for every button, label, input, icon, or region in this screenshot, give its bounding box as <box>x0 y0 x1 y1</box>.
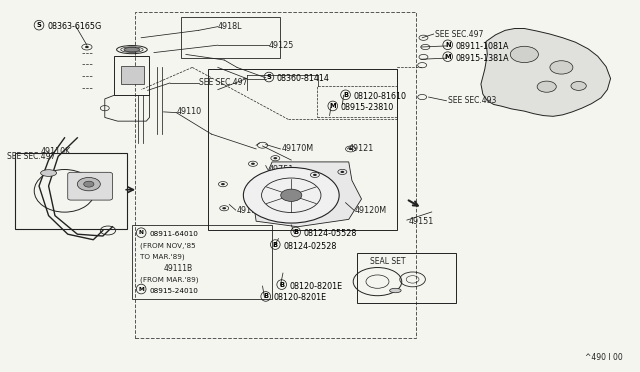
Text: B: B <box>343 92 348 98</box>
Text: 49110K: 49110K <box>40 147 70 156</box>
Text: 08915-1381A: 08915-1381A <box>456 54 509 62</box>
Circle shape <box>84 181 94 187</box>
Text: 08124-02528: 08124-02528 <box>284 241 337 250</box>
Text: 08911-64010: 08911-64010 <box>149 231 198 237</box>
Text: B: B <box>273 241 278 247</box>
Text: 08360-81414: 08360-81414 <box>277 74 330 83</box>
Circle shape <box>281 189 302 201</box>
Text: 49125: 49125 <box>269 41 294 50</box>
Circle shape <box>550 61 573 74</box>
Text: SEE SEC.497: SEE SEC.497 <box>435 29 483 39</box>
Circle shape <box>85 46 89 48</box>
Circle shape <box>243 167 339 223</box>
Text: N: N <box>139 230 143 235</box>
Text: 08120-81610: 08120-81610 <box>353 92 406 101</box>
Circle shape <box>221 183 225 185</box>
Text: 4918L: 4918L <box>218 22 243 31</box>
Text: 49110: 49110 <box>176 108 202 116</box>
Text: 49130: 49130 <box>253 185 278 194</box>
Text: 08911-1081A: 08911-1081A <box>456 42 509 51</box>
Text: 49751: 49751 <box>269 165 294 174</box>
Text: B: B <box>263 294 268 299</box>
Text: SEE SEC.497: SEE SEC.497 <box>7 152 56 161</box>
Polygon shape <box>481 29 611 116</box>
Text: (FROM NOV,'85: (FROM NOV,'85 <box>140 243 196 249</box>
Polygon shape <box>253 162 362 227</box>
Ellipse shape <box>390 288 401 293</box>
Circle shape <box>349 148 353 150</box>
Text: 08120-8201E: 08120-8201E <box>274 294 327 302</box>
Text: 08363-6165G: 08363-6165G <box>47 22 101 31</box>
Circle shape <box>510 46 538 62</box>
Text: B: B <box>279 282 284 288</box>
Text: ^490 I 00: ^490 I 00 <box>585 353 623 362</box>
Text: M: M <box>138 286 144 292</box>
Circle shape <box>571 81 586 90</box>
Circle shape <box>77 177 100 191</box>
Circle shape <box>273 157 277 159</box>
Text: N: N <box>445 42 451 48</box>
Circle shape <box>340 171 344 173</box>
Text: (FROM MAR.'89): (FROM MAR.'89) <box>140 276 198 283</box>
FancyBboxPatch shape <box>68 172 113 200</box>
Text: S: S <box>36 22 42 28</box>
Text: 08124-05528: 08124-05528 <box>304 229 357 238</box>
FancyBboxPatch shape <box>121 65 145 84</box>
Text: 49120M: 49120M <box>355 206 387 215</box>
Circle shape <box>251 163 255 165</box>
Text: SEAL SET: SEAL SET <box>370 257 405 266</box>
Text: 08915-24010: 08915-24010 <box>149 288 198 294</box>
Text: SEE SEC.493: SEE SEC.493 <box>448 96 496 105</box>
Text: 08915-23810: 08915-23810 <box>340 103 394 112</box>
Text: 49111: 49111 <box>237 206 262 215</box>
Text: 49111B: 49111B <box>164 264 193 273</box>
Text: TO MAR.'89): TO MAR.'89) <box>140 254 184 260</box>
Text: 49170M: 49170M <box>282 144 314 153</box>
Text: 49121: 49121 <box>349 144 374 153</box>
Text: S: S <box>266 74 271 80</box>
Circle shape <box>222 207 226 209</box>
Ellipse shape <box>124 47 140 52</box>
Text: B: B <box>293 229 298 235</box>
Text: SEE SEC.497: SEE SEC.497 <box>198 78 247 87</box>
Circle shape <box>537 81 556 92</box>
Circle shape <box>313 174 317 176</box>
Text: M: M <box>444 54 451 60</box>
Ellipse shape <box>40 170 56 176</box>
Text: M: M <box>330 103 336 109</box>
Text: 08120-8201E: 08120-8201E <box>290 282 343 291</box>
Text: 49151: 49151 <box>408 217 433 226</box>
